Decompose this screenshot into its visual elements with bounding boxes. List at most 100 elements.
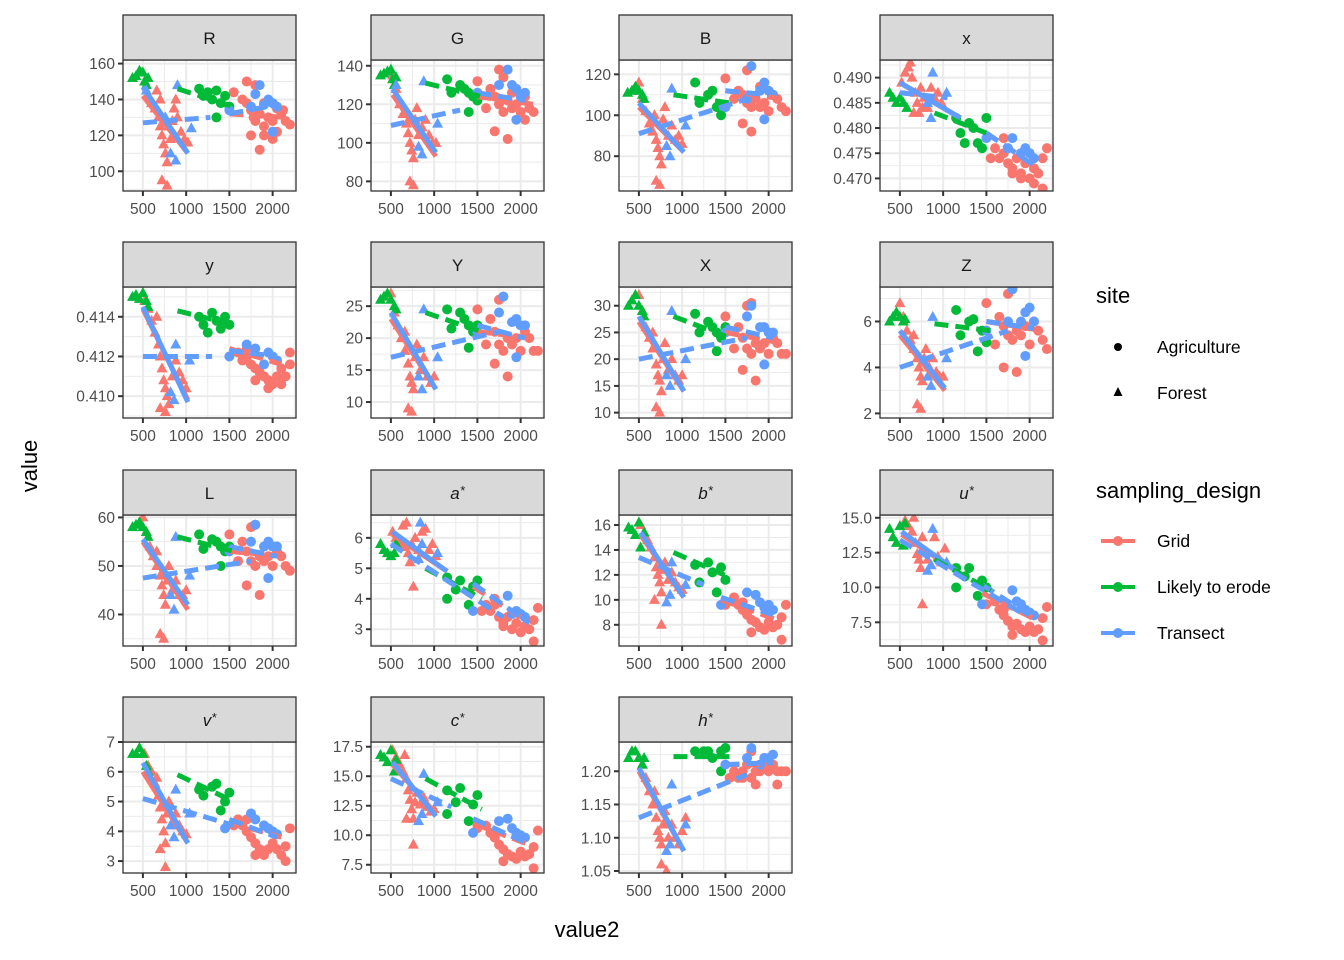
data-point-transect-agriculture <box>494 307 505 318</box>
data-point-grid-forest <box>904 60 916 67</box>
data-point-grid-forest <box>655 838 667 849</box>
x-tick-label: 1500 <box>460 428 495 445</box>
x-tick-label: 500 <box>887 428 913 445</box>
data-point-grid-agriculture <box>267 133 278 144</box>
fit-line-likely-to-erode-agriculture <box>672 314 731 341</box>
data-point-likely-to-erode-agriculture <box>972 346 983 357</box>
data-point-likely-to-erode-agriculture <box>951 304 962 315</box>
y-tick-label: 4 <box>863 360 872 377</box>
data-point-grid-agriculture <box>750 375 761 386</box>
x-tick-label: 2000 <box>1012 656 1047 673</box>
data-point-grid-forest <box>657 113 669 124</box>
data-point-grid-agriculture <box>772 619 783 630</box>
legend: site Agriculture Forest sampling_design … <box>1096 283 1271 643</box>
data-point-transect-agriculture <box>519 320 530 331</box>
y-tick-label: 6 <box>106 764 115 781</box>
data-point-grid-agriculture <box>263 383 274 394</box>
data-point-grid-agriculture <box>1015 173 1026 184</box>
data-point-grid-agriculture <box>485 313 496 324</box>
x-tick-label: 500 <box>130 428 156 445</box>
data-point-grid-agriculture <box>1037 153 1048 164</box>
data-point-transect-agriculture <box>246 536 257 547</box>
data-point-transect-agriculture <box>750 589 761 600</box>
y-tick-label: 7.5 <box>341 857 363 874</box>
data-point-grid-forest <box>409 531 421 542</box>
data-point-transect-forest <box>666 778 678 789</box>
data-point-grid-forest <box>650 133 662 144</box>
data-point-grid-agriculture <box>258 130 269 141</box>
data-point-likely-to-erode-forest <box>137 287 149 297</box>
data-point-grid-agriculture <box>267 560 278 571</box>
data-point-grid-forest <box>168 102 180 113</box>
y-tick-label: 120 <box>585 67 611 84</box>
data-point-transect-forest <box>661 369 673 380</box>
data-point-likely-to-erode-forest <box>130 747 142 758</box>
x-tick-label: 2000 <box>255 428 290 445</box>
y-tick-label: 80 <box>346 174 364 191</box>
data-point-transect-forest <box>941 352 953 363</box>
x-tick-label: 2000 <box>503 201 538 218</box>
data-point-grid-agriculture <box>241 580 252 591</box>
data-point-grid-forest <box>939 542 951 553</box>
data-point-grid-agriculture <box>1015 330 1026 341</box>
data-point-grid-agriculture <box>772 779 783 790</box>
data-point-likely-to-erode-forest <box>894 520 906 531</box>
fit-line-transect-dashag <box>389 776 453 810</box>
data-point-transect-agriculture <box>258 820 269 831</box>
fit-line-transect-dashag <box>142 114 211 126</box>
y-tick-label: 12 <box>594 567 611 584</box>
facet-strip-label: X <box>700 256 711 275</box>
data-point-likely-to-erode-agriculture <box>964 562 975 573</box>
facet-strip <box>618 241 793 288</box>
y-tick-label: 0.475 <box>833 146 872 163</box>
panel-marks <box>622 61 791 189</box>
x-tick-label: 500 <box>378 883 404 900</box>
data-point-grid-forest <box>158 632 170 643</box>
facet-strip-label: y <box>205 256 214 275</box>
data-point-grid-forest <box>650 561 662 572</box>
data-point-likely-to-erode-forest <box>390 303 402 314</box>
fit-line-transect-agriculture <box>476 90 526 103</box>
data-point-likely-to-erode-agriculture <box>707 85 718 96</box>
data-point-grid-agriculture <box>528 636 539 646</box>
data-point-grid-forest <box>402 357 414 368</box>
data-point-transect-forest <box>171 79 183 90</box>
facet-strip <box>370 696 545 743</box>
data-point-transect-forest <box>922 370 934 381</box>
data-point-transect-agriculture <box>506 80 517 91</box>
data-point-likely-to-erode-forest <box>130 70 142 81</box>
fit-line-transect-agriculture <box>984 130 1040 171</box>
panel-marks <box>884 515 1052 646</box>
data-point-grid-agriculture <box>254 590 265 601</box>
x-tick-label: 2000 <box>255 883 290 900</box>
data-point-grid-forest <box>673 129 685 140</box>
x-tick-label: 1500 <box>212 883 247 900</box>
y-tick-label: 15.0 <box>842 510 873 527</box>
fit-line-transect-agriculture <box>986 318 1035 331</box>
data-point-grid-agriculture <box>246 130 257 141</box>
data-point-grid-agriculture <box>990 339 1001 350</box>
data-point-likely-to-erode-agriculture <box>211 112 222 123</box>
data-point-grid-forest <box>908 329 920 340</box>
data-point-transect-forest <box>925 379 937 390</box>
data-point-grid-forest <box>662 865 671 873</box>
y-tick-label: 10 <box>594 405 612 422</box>
data-point-grid-forest <box>411 102 423 113</box>
data-point-grid-agriculture <box>1041 601 1052 612</box>
data-point-grid-agriculture <box>280 371 291 382</box>
y-tick-label: 50 <box>98 558 116 575</box>
data-point-likely-to-erode-forest <box>142 71 154 82</box>
facet-strip <box>879 241 1054 288</box>
data-point-grid-agriculture <box>1041 344 1052 355</box>
panel-l: L 40 50 60 500 1000 1500 2000 <box>98 469 297 673</box>
y-tick-label: 16 <box>594 517 611 534</box>
y-tick-label: 140 <box>89 92 115 109</box>
data-point-likely-to-erode-agriculture <box>472 790 483 801</box>
data-point-likely-to-erode-agriculture <box>711 102 722 113</box>
data-point-transect-agriculture <box>250 519 261 530</box>
y-tick-label: 6 <box>863 314 872 331</box>
data-point-grid-forest <box>399 748 411 759</box>
legend-key-forest-triangle-icon <box>1113 387 1123 396</box>
data-point-likely-to-erode-forest <box>638 92 650 103</box>
data-point-transect-forest <box>680 353 692 364</box>
